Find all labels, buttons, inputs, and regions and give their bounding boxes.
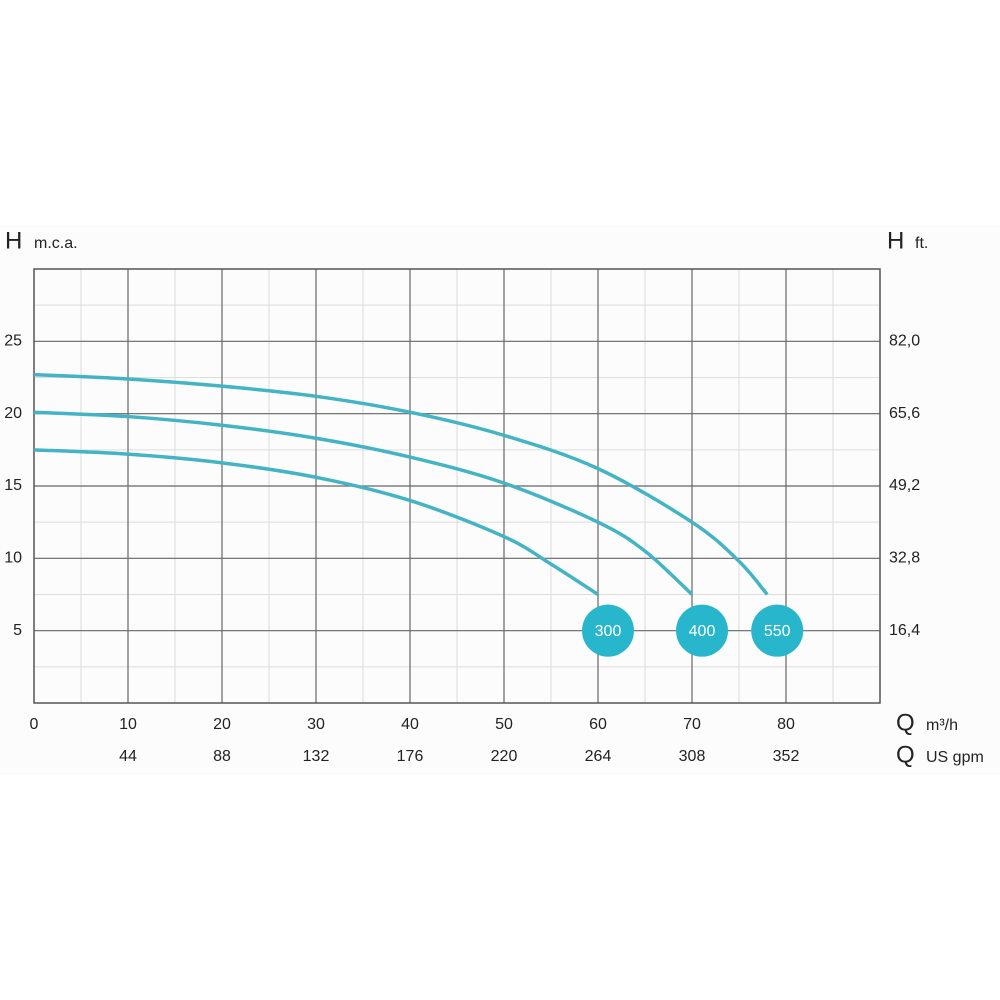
x2-tick-label: 352 — [773, 748, 800, 765]
chart-background — [0, 225, 1000, 775]
legend-label: 400 — [689, 623, 716, 640]
pump-curve — [33, 448, 599, 596]
x2-axis-unit: US gpm — [926, 749, 984, 766]
y-tick-label: 20 — [4, 405, 22, 422]
x2-tick-label: 88 — [213, 748, 231, 765]
x-tick-label: 50 — [495, 716, 513, 733]
y2-tick-label: 16,4 — [889, 622, 920, 639]
y2-axis-symbol: H — [887, 227, 904, 254]
x-tick-label: 60 — [589, 716, 607, 733]
legend-label: 300 — [595, 623, 622, 640]
x-tick-label: 40 — [401, 716, 419, 733]
legend-badge — [751, 604, 804, 657]
y2-tick-label: 65,6 — [889, 405, 920, 422]
x-axis-symbol: Q — [896, 709, 915, 736]
x2-tick-label: 308 — [679, 748, 706, 765]
x-tick-label: 70 — [683, 716, 701, 733]
pump-curve — [33, 410, 694, 596]
y2-tick-label: 82,0 — [889, 333, 920, 350]
y2-axis-unit: ft. — [915, 235, 928, 252]
x-tick-label: 10 — [119, 716, 137, 733]
x2-tick-label: 44 — [119, 748, 137, 765]
y-axis-symbol: H — [5, 227, 22, 254]
x2-tick-label: 220 — [491, 748, 518, 765]
x-axis-unit: m³/h — [926, 717, 958, 734]
plot-frame — [33, 268, 881, 704]
x-tick-label: 80 — [777, 716, 795, 733]
pump-curve — [33, 372, 769, 596]
y-tick-label: 5 — [13, 622, 22, 639]
y-tick-label: 25 — [4, 333, 22, 350]
x-tick-label: 20 — [213, 716, 231, 733]
legend-badge — [676, 604, 728, 657]
y2-tick-label: 49,2 — [889, 477, 920, 494]
x-tick-label: 30 — [307, 716, 325, 733]
x2-tick-label: 264 — [585, 748, 612, 765]
x2-axis-symbol: Q — [896, 741, 915, 768]
y-tick-label: 10 — [4, 550, 22, 567]
x2-tick-label: 132 — [303, 748, 330, 765]
legend-badge — [582, 604, 634, 657]
x-tick-label: 0 — [30, 716, 39, 733]
legend-label: 550 — [764, 623, 791, 640]
y-tick-label: 15 — [4, 477, 22, 494]
x2-tick-label: 176 — [397, 748, 424, 765]
y-axis-unit: m.c.a. — [34, 235, 78, 252]
y2-tick-label: 32,8 — [889, 550, 920, 567]
